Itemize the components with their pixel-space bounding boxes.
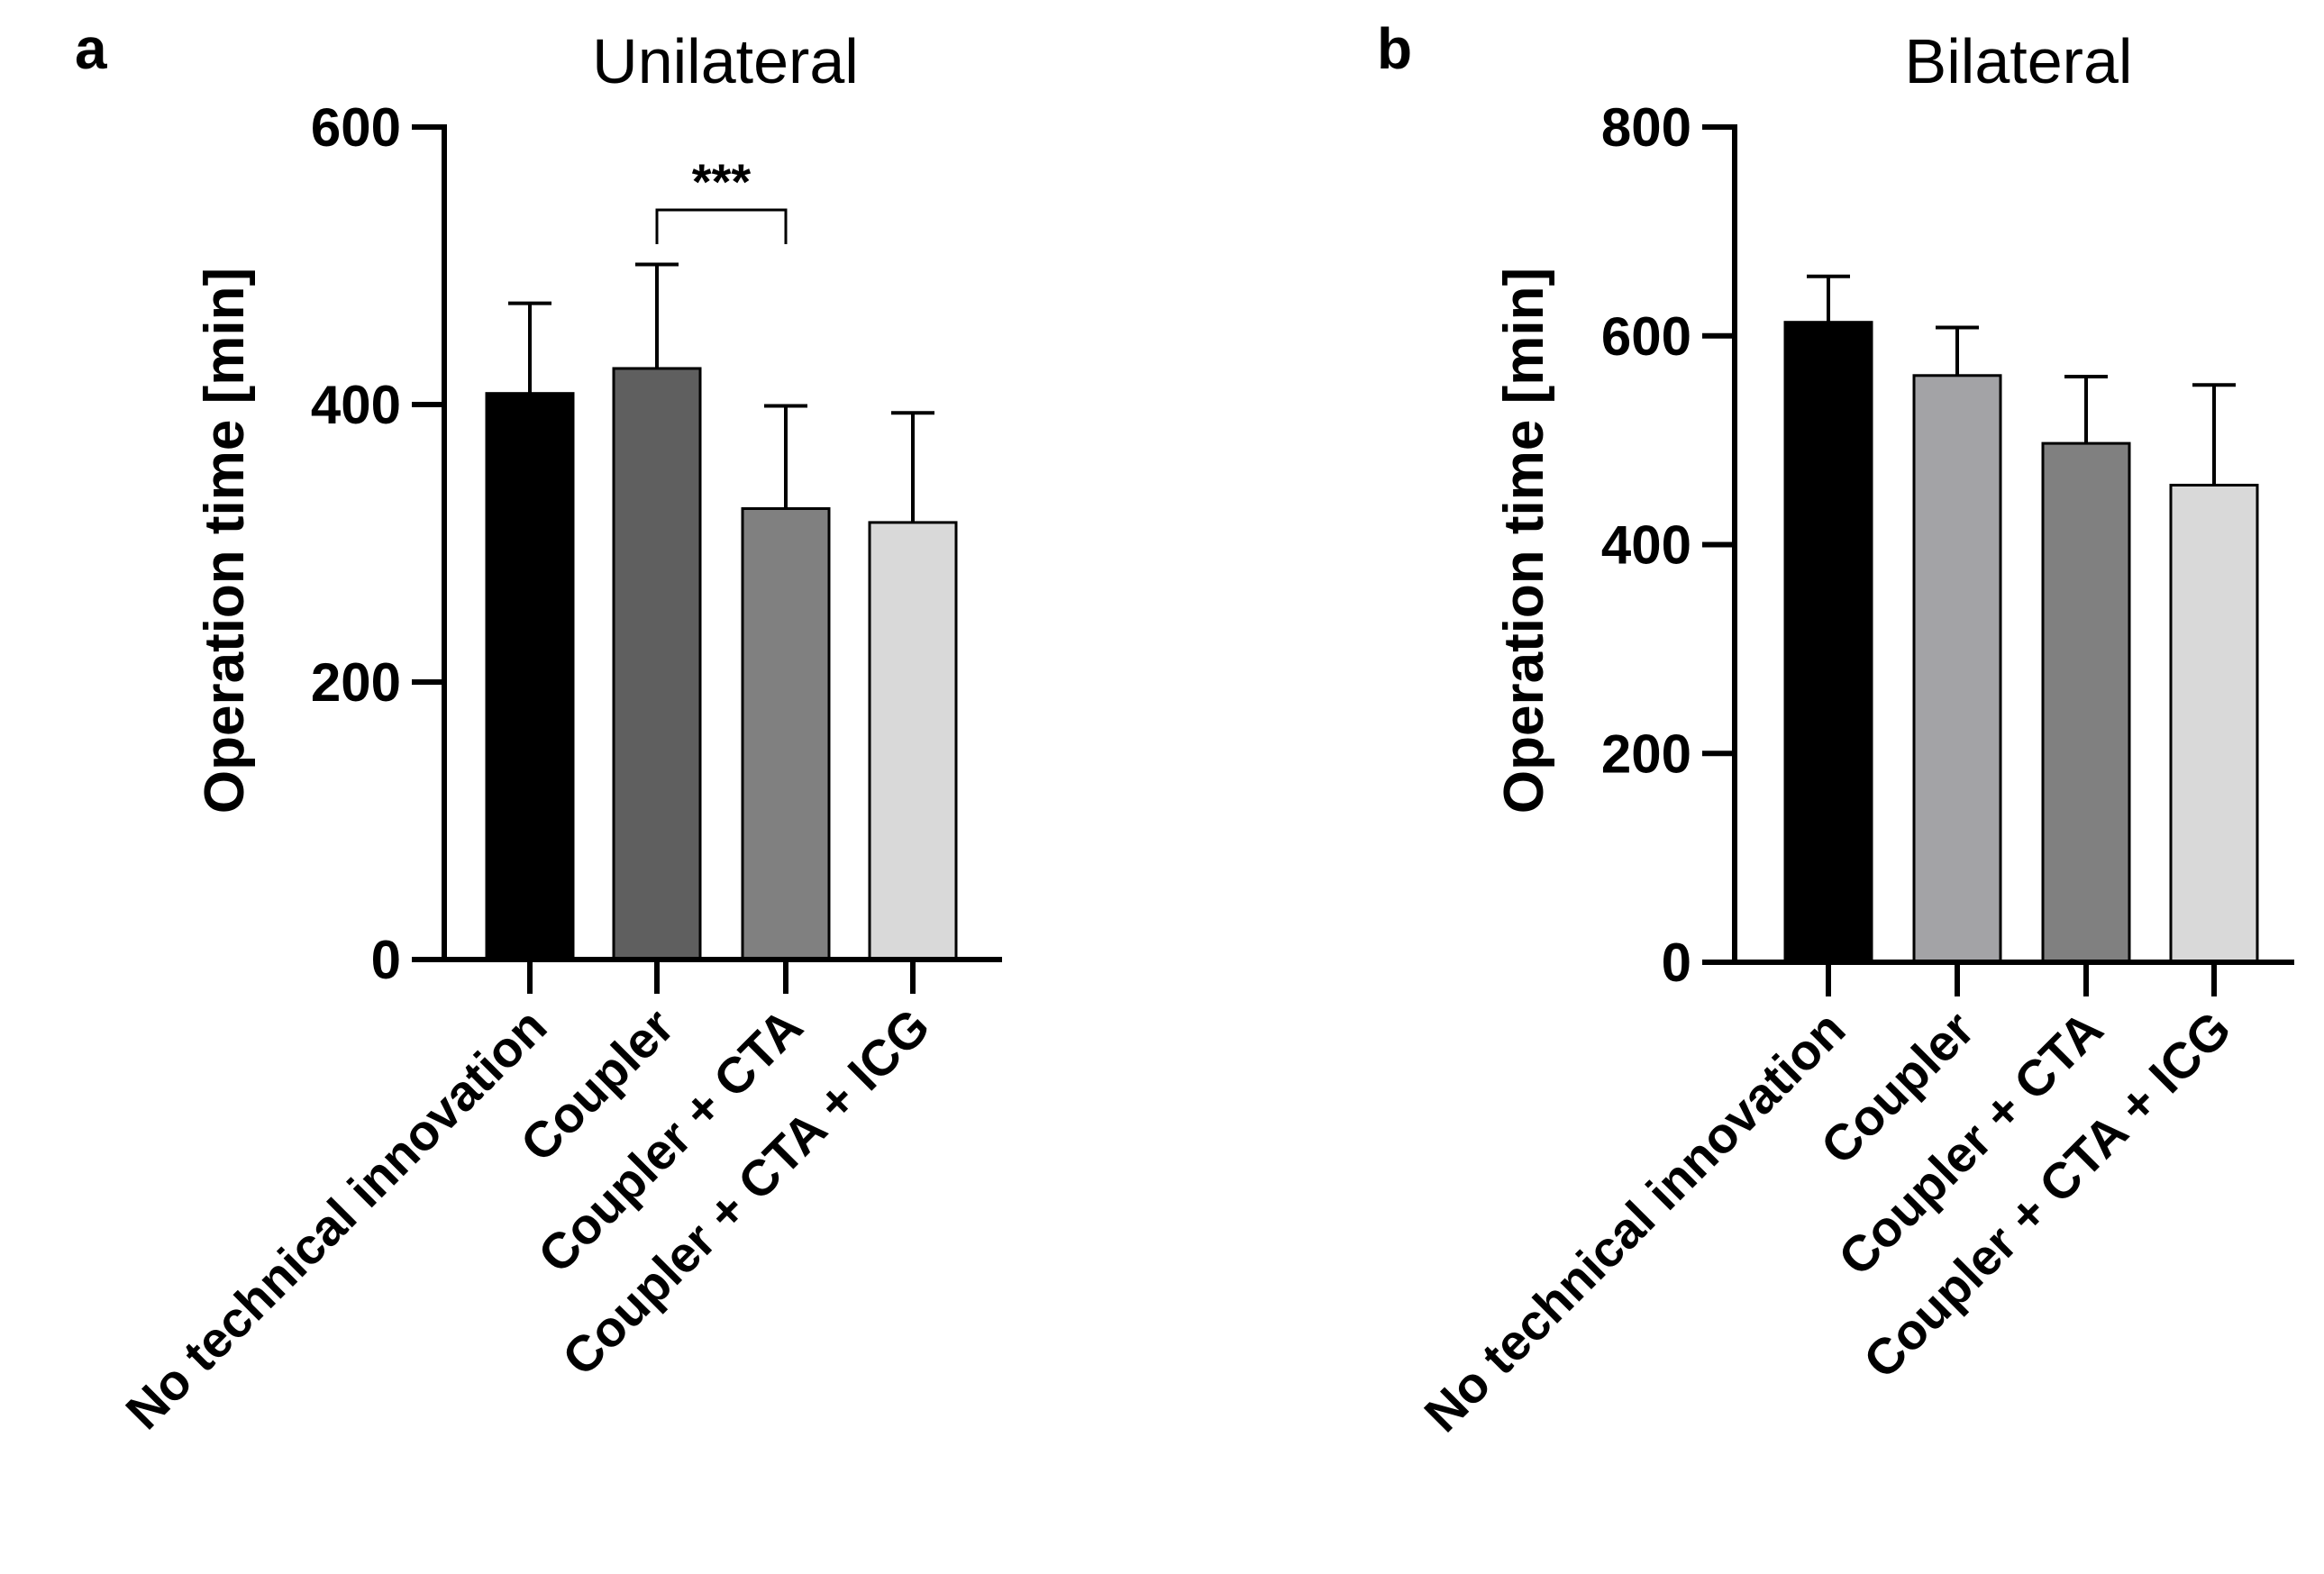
panel-b-y-tick-label-600: 600	[1601, 306, 1691, 367]
panel-b-title: Bilateral	[1905, 26, 2133, 96]
panel-a-letter: a	[75, 16, 107, 81]
panel-b-bar-3	[2041, 441, 2131, 964]
panel-a-y-tick-label-200: 200	[311, 652, 401, 713]
panel-a-bar-2	[612, 367, 702, 961]
panel-a-y-tick-label-0: 0	[371, 930, 401, 990]
panel-b-y-axis-label: Operation time [min]	[1493, 268, 1555, 814]
panel-a-y-axis-label: Operation time [min]	[194, 268, 256, 814]
panel-a-y-tick-label-600: 600	[311, 97, 401, 158]
panel-a-bar-3	[741, 507, 831, 961]
panel-b-y-tick-label-800: 800	[1601, 97, 1691, 158]
panel-b-x-tick-label-1: No technical innovation	[1413, 1000, 1855, 1442]
panel-b-bar-4	[2169, 483, 2259, 964]
panel-b-bar-2	[1912, 374, 2002, 964]
panel-b-bar-1	[1783, 321, 1873, 964]
panel-a-bar-4	[868, 521, 958, 961]
panel-b-y-tick-label-0: 0	[1662, 933, 1691, 993]
panel-a-significance-bracket-1	[655, 208, 788, 244]
panel-b-y-tick-label-200: 200	[1601, 723, 1691, 784]
panel-a-title: Unilateral	[592, 26, 859, 96]
panel-a-significance-label-1: ***	[692, 153, 752, 210]
panel-b-letter: b	[1377, 16, 1412, 81]
panel-a-x-tick-label-1: No technical innovation	[114, 997, 557, 1440]
panel-b-y-tick-label-400: 400	[1601, 515, 1691, 576]
panel-a-bar-1	[485, 392, 575, 961]
panel-a-y-tick-label-400: 400	[311, 375, 401, 435]
panel-a-chart: a Unilateral Operation time [min] 0 200 40…	[75, 16, 1002, 1440]
panel-b-chart: b Bilateral Operation time [min] 0 200 400…	[1377, 16, 2294, 1442]
